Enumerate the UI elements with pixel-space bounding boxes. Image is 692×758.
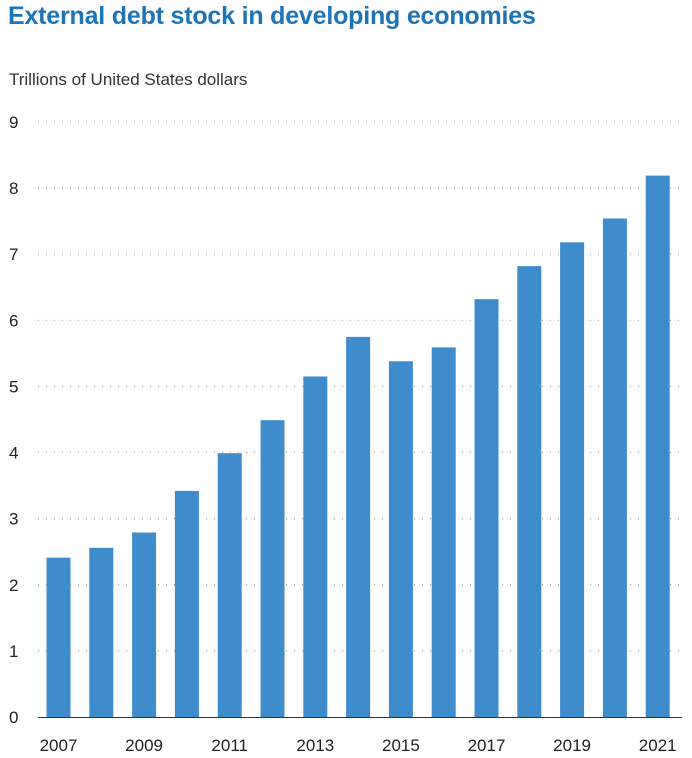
- bar-2018: [517, 266, 542, 717]
- x-tick-label: 2015: [382, 736, 420, 755]
- x-tick-label: 2011: [211, 736, 248, 755]
- y-axis-label: Trillions of United States dollars: [9, 70, 248, 89]
- bar-2017: [474, 299, 499, 717]
- y-tick-label: 3: [9, 510, 18, 529]
- bar-2014: [346, 336, 371, 717]
- bar-2020: [602, 218, 627, 717]
- y-tick-label: 2: [9, 576, 18, 595]
- bar-2019: [560, 242, 585, 718]
- y-tick-label: 0: [9, 708, 18, 727]
- bar-2011: [217, 453, 242, 717]
- y-tick-label: 1: [9, 642, 18, 661]
- bar-2015: [388, 361, 413, 717]
- y-tick-label: 6: [9, 311, 18, 330]
- bar-2021: [645, 175, 670, 718]
- bar-2013: [303, 376, 328, 717]
- bar-2009: [132, 532, 157, 717]
- x-tick-label: 2019: [553, 736, 591, 755]
- x-tick-label: 2009: [125, 736, 163, 755]
- x-tick-label: 2021: [639, 736, 677, 755]
- x-axis-ticks: 2007 2009 2011 2013 2015 2017 2019 2021: [40, 736, 677, 755]
- bar-2008: [89, 547, 114, 717]
- y-tick-label: 7: [9, 245, 18, 264]
- x-tick-label: 2013: [296, 736, 334, 755]
- y-axis-ticks: 0 1 2 3 4 5 6 7 8 9: [9, 113, 18, 727]
- chart-title: External debt stock in developing econom…: [8, 2, 536, 30]
- bar-2012: [260, 420, 285, 717]
- x-tick-label: 2017: [468, 736, 506, 755]
- bars: [46, 175, 670, 718]
- y-tick-label: 8: [9, 179, 18, 198]
- x-tick-label: 2007: [40, 736, 78, 755]
- y-tick-label: 4: [9, 444, 18, 463]
- y-tick-label: 9: [9, 113, 18, 132]
- bar-2007: [46, 557, 71, 717]
- y-tick-label: 5: [9, 377, 18, 396]
- bar-2010: [174, 490, 199, 717]
- bar-2016: [431, 347, 456, 717]
